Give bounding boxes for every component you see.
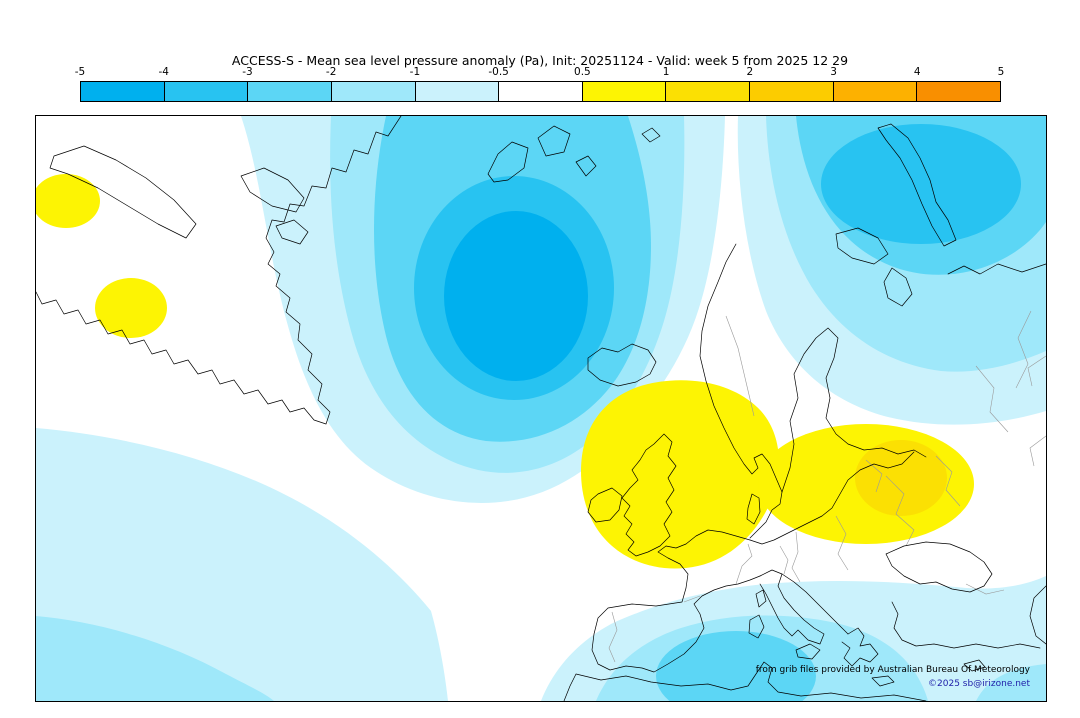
coastline-black-sea — [885, 541, 993, 593]
colorbar-tick-label: 0.5 — [574, 66, 591, 78]
colorbar-segment — [833, 82, 918, 101]
anomaly-band-neg5 — [444, 211, 588, 381]
colorbar-segment — [248, 82, 332, 101]
coastline-white-sea — [883, 267, 913, 307]
border-line — [791, 531, 801, 583]
coastline-sardinia — [748, 614, 765, 639]
coastline-north-africa — [563, 661, 927, 701]
coastline-baltic-north — [781, 327, 927, 493]
coastline-corsica — [755, 589, 767, 608]
coastline-italy — [759, 569, 825, 645]
anomaly-region — [36, 428, 448, 701]
coastline-cyprus — [963, 659, 986, 672]
border-line — [1015, 310, 1032, 389]
country-borders — [608, 310, 1046, 663]
border-line — [779, 545, 789, 575]
border-line — [608, 611, 618, 663]
colorbar-tick-labels: -5 -4 -3 -2 -1 -0.5 0.5 1 2 3 4 5 — [75, 66, 1005, 81]
border-line — [935, 455, 961, 507]
coastline-novaya-zemlya — [877, 123, 957, 247]
coastline-kola — [835, 227, 889, 265]
coastline-britain — [621, 433, 677, 557]
coastline-iceland — [587, 343, 657, 387]
colorbar-segment — [582, 82, 667, 101]
coastline-turkey — [891, 601, 1041, 649]
colorbar-tick-label: -5 — [74, 66, 86, 78]
coastline-sicily — [795, 643, 821, 660]
credit-copyright-text: ©2025 sb@irizone.net — [928, 679, 1030, 689]
border-line — [835, 515, 849, 571]
colorbar-tick-label: 1 — [662, 66, 670, 78]
page-title: ACCESS-S - Mean sea level pressure anoma… — [231, 53, 849, 68]
coastline-west-europe — [591, 529, 761, 673]
border-line — [683, 595, 701, 603]
colorbar-segment — [917, 82, 1001, 101]
anomaly-region-greenland-yellow — [36, 174, 100, 228]
colorbar-tick-label: 2 — [746, 66, 754, 78]
coastline-adriatic — [781, 573, 849, 635]
anomaly-region — [656, 631, 816, 701]
coastline-crete — [871, 675, 895, 687]
colorbar-segment — [331, 82, 416, 101]
coastline-svalbard — [487, 125, 661, 183]
border-line — [965, 583, 1005, 595]
anomaly-region-uk-france-yellow — [581, 380, 779, 569]
coastlines — [36, 116, 1046, 701]
border-line — [865, 459, 883, 493]
map-area: from grib files provided by Australian B… — [35, 115, 1047, 702]
coastline-greece — [841, 627, 879, 667]
anomaly-region — [821, 124, 1021, 244]
coastline-caspian — [1029, 585, 1046, 645]
coastline-ireland — [587, 487, 623, 523]
anomaly-region — [36, 616, 274, 701]
colorbar-tick-label: 4 — [913, 66, 921, 78]
colorbar-tick-label: -2 — [325, 66, 337, 78]
border-line — [725, 315, 755, 417]
credit-source-text: from grib files provided by Australian B… — [755, 665, 1030, 675]
anomaly-region-ukraine-core — [855, 440, 947, 516]
colorbar-segment — [666, 82, 751, 101]
coastline-arctic-russia — [947, 263, 1046, 275]
colorbar-tick-label: -0.5 — [488, 66, 509, 78]
coastline-greenland — [36, 116, 402, 425]
coastline-denmark — [746, 493, 761, 525]
border-line — [1029, 435, 1046, 467]
border-line — [1027, 355, 1046, 387]
colorbar-tick-label: 3 — [830, 66, 837, 78]
anomaly-band-pos2 — [855, 440, 947, 516]
anomaly-region — [444, 211, 588, 381]
colorbar-tick-label: -1 — [409, 66, 421, 78]
colorbar-tick-label: -3 — [242, 66, 253, 78]
colorbar-segment — [415, 82, 500, 101]
colorbar-segment — [164, 82, 249, 101]
border-line — [735, 543, 753, 585]
colorbar-tick-label: 5 — [997, 66, 1005, 78]
colorbar-segment — [499, 82, 583, 101]
border-line — [885, 475, 915, 547]
colorbar: -5 -4 -3 -2 -1 -0.5 0.5 1 2 3 4 5 — [75, 66, 1005, 102]
coastline-baffin — [49, 145, 309, 245]
colorbar-tick-label: -4 — [158, 66, 169, 78]
anomaly-region — [976, 664, 1046, 701]
anomaly-region-labrador-yellow — [95, 278, 167, 338]
map-svg — [36, 116, 1046, 701]
colorbar-scale — [80, 81, 1001, 102]
anomaly-band-pos1 — [36, 174, 974, 569]
coastline-norway — [699, 243, 783, 539]
border-line — [975, 365, 1009, 433]
colorbar-segment — [750, 82, 834, 101]
colorbar-segment — [81, 82, 165, 101]
map-credit: from grib files provided by Australian B… — [756, 663, 1030, 691]
coastline-baltic-south — [749, 451, 915, 545]
